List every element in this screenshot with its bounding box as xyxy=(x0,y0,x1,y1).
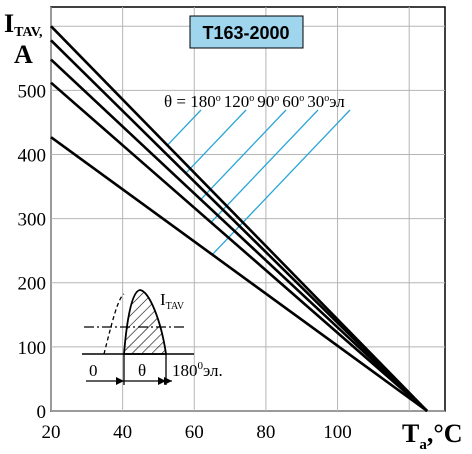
legend-label-30: 30 xyxy=(307,92,324,111)
series-line-180 xyxy=(50,25,429,412)
y-tick-label: 200 xyxy=(18,274,47,295)
x-label-unit: ,°C xyxy=(427,419,463,448)
inset-period-label: 1800эл. xyxy=(172,360,223,380)
inset-arrowhead-1 xyxy=(116,377,124,385)
legend-degree: о xyxy=(324,93,329,104)
legend-degree: о xyxy=(274,93,279,104)
legend-leader-90 xyxy=(200,109,287,201)
series-line-30 xyxy=(50,136,428,413)
legend-leaders xyxy=(166,109,351,256)
chart-title: T163-2000 xyxy=(202,23,289,43)
inset-zero-label: 0 xyxy=(89,361,98,380)
inset-current-main: I xyxy=(160,290,166,309)
x-tick-label: 100 xyxy=(323,422,352,443)
inset-theta-label: θ xyxy=(138,361,146,380)
legend: θ = 180о 120о 90о 60о 30оэл xyxy=(164,92,345,111)
legend-leader-30 xyxy=(211,109,351,256)
legend-label-60: 60 xyxy=(282,92,299,111)
y-tick-label: 400 xyxy=(18,145,47,166)
inset-period-sup: 0 xyxy=(198,360,204,372)
legend-degree: о xyxy=(216,93,221,104)
y-tick-label: 0 xyxy=(37,402,47,423)
legend-leader-60 xyxy=(210,109,319,224)
series-line-60 xyxy=(50,81,428,412)
inset-dashed-rise xyxy=(103,293,125,355)
x-label-sub: a xyxy=(419,437,427,453)
y-label-sub: TAV, xyxy=(14,25,42,40)
x-tick-labels: 20 40 60 80 100 xyxy=(42,422,352,443)
legend-suffix: эл xyxy=(329,92,345,111)
legend-leader-120 xyxy=(185,109,247,174)
x-tick-label: 40 xyxy=(113,422,132,443)
x-label-main: T xyxy=(402,419,419,448)
svg-text:ITAV,: ITAV, xyxy=(4,9,43,40)
inset-waveform: 0 θ 1800эл. ITAV xyxy=(82,289,223,385)
grid xyxy=(50,7,445,412)
legend-label-120: 120 xyxy=(224,92,250,111)
inset-hatched-area xyxy=(123,289,168,355)
inset-period-value: 180 xyxy=(172,361,198,380)
y-tick-label: 500 xyxy=(18,81,47,102)
y-tick-label: 300 xyxy=(18,210,47,231)
inset-current-sub: TAV xyxy=(166,301,185,312)
y-label-unit: A xyxy=(14,40,33,69)
x-tick-label: 80 xyxy=(256,422,275,443)
x-tick-label: 60 xyxy=(185,422,204,443)
curves xyxy=(50,25,429,413)
legend-degree: о xyxy=(299,93,304,104)
legend-prefix: θ = xyxy=(164,92,190,111)
series-line-120 xyxy=(50,39,429,412)
legend-degree: о xyxy=(249,93,254,104)
series-line-90 xyxy=(50,58,428,412)
title-background xyxy=(189,15,304,49)
inset-period-suffix: эл. xyxy=(203,361,223,380)
y-axis-label: ITAV, A xyxy=(4,9,43,69)
x-axis-label: Ta,°C xyxy=(402,419,463,453)
plot-frame xyxy=(50,6,446,412)
legend-label-90: 90 xyxy=(257,92,274,111)
legend-label-180: 180 xyxy=(190,92,216,111)
legend-leader-180 xyxy=(166,109,202,147)
inset-arrowhead-3 xyxy=(164,377,172,385)
inset-current-label: ITAV xyxy=(160,290,185,312)
x-tick-label: 20 xyxy=(42,422,61,443)
chart-title-box: T163-2000 xyxy=(189,15,304,49)
y-tick-label: 100 xyxy=(18,338,47,359)
y-label-main: I xyxy=(4,9,14,38)
y-tick-labels: 0 100 200 300 400 500 xyxy=(18,81,47,423)
inset-arrowhead-2 xyxy=(158,377,166,385)
